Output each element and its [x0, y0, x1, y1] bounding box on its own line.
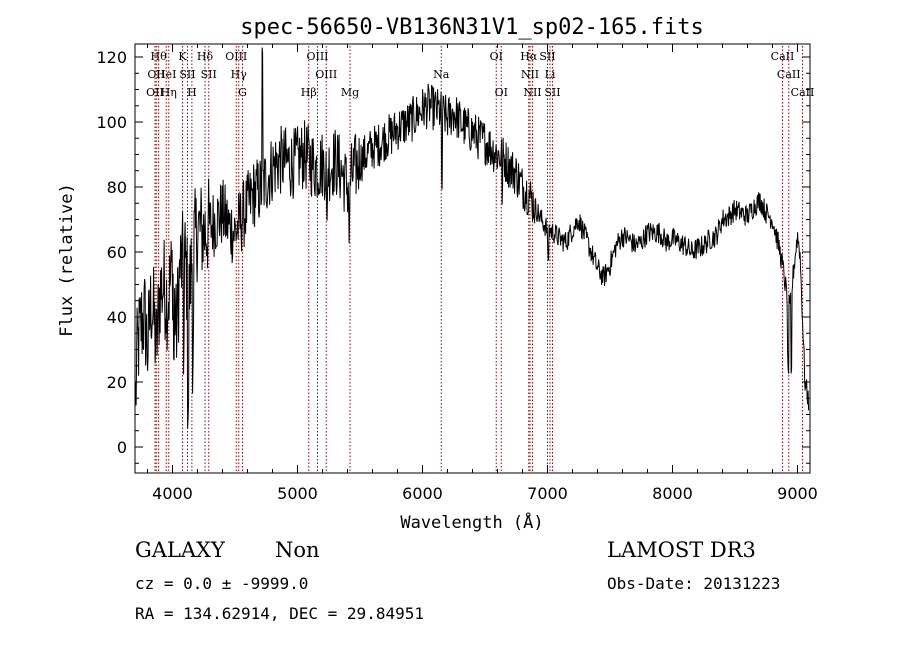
line-marker-label: Mg [341, 86, 359, 99]
line-marker-label: SII [179, 68, 195, 81]
line-marker-label: K [178, 50, 187, 63]
line-marker-label: Na [433, 68, 450, 81]
y-tick-label: 20 [107, 373, 127, 392]
line-marker-label: SII [201, 68, 217, 81]
line-marker-label: CaII [777, 68, 801, 81]
x-tick-label: 4000 [152, 484, 193, 503]
line-marker-label: OIII [306, 50, 328, 63]
plot-frame [134, 43, 811, 474]
line-marker-label: OII [146, 86, 164, 99]
redshift-value: cz = 0.0 ± -9999.0 [135, 574, 309, 593]
line-marker-label: OIII [225, 50, 247, 63]
line-marker-label: SII [544, 86, 560, 99]
y-axis-ticks: 0 20 40 60 80 100 120 [96, 48, 810, 464]
line-marker-label: HeI [156, 68, 176, 81]
x-tick-label: 5000 [277, 484, 318, 503]
line-marker-label: OIII [315, 68, 337, 81]
y-tick-label: 40 [107, 308, 127, 327]
line-marker-label: Hδ [197, 50, 214, 63]
line-marker-label: OI [490, 50, 503, 63]
line-marker-label: H [187, 86, 197, 99]
y-tick-label: 60 [107, 243, 127, 262]
x-tick-label: 7000 [527, 484, 568, 503]
y-axis-label: Flux (relative) [57, 183, 77, 337]
survey-name: LAMOST DR3 [607, 538, 756, 562]
line-marker-label: Hθ [151, 50, 168, 63]
line-marker-label: CaII [791, 86, 815, 99]
y-tick-label: 120 [96, 48, 127, 67]
line-marker-label: CaII [771, 50, 795, 63]
spectrum-line [135, 47, 810, 429]
object-class: GALAXY [135, 538, 225, 562]
line-marker-label: Hα [520, 50, 538, 63]
observation-date: Obs-Date: 20131223 [607, 574, 781, 593]
x-axis-label: Wavelength (Å) [400, 511, 543, 533]
y-tick-label: 0 [117, 438, 127, 457]
line-marker-label: Hη [161, 86, 177, 99]
sky-coordinates: RA = 134.62914, DEC = 29.84951 [135, 604, 424, 623]
line-marker-label: G [238, 86, 247, 99]
line-marker-label: OII [147, 68, 165, 81]
object-subclass: Non [275, 538, 320, 562]
y-tick-label: 80 [107, 178, 127, 197]
line-marker-label: Hγ [231, 68, 248, 81]
line-marker-label: Li [545, 68, 556, 81]
x-tick-label: 8000 [652, 484, 693, 503]
x-tick-label: 9000 [777, 484, 818, 503]
y-tick-label: 100 [96, 113, 127, 132]
line-marker-label: NII [523, 86, 541, 99]
line-marker-label: SII [539, 50, 555, 63]
chart-title: spec-56650-VB136N31V1_sp02-165.fits [240, 15, 704, 40]
emission-line-markers [154, 46, 803, 473]
x-tick-label: 6000 [402, 484, 443, 503]
line-marker-label: NII [521, 68, 539, 81]
line-marker-label: Hβ [301, 86, 317, 99]
x-axis-ticks: 4000 5000 6000 7000 8000 9000 [147, 44, 818, 503]
line-marker-label: OI [495, 86, 508, 99]
